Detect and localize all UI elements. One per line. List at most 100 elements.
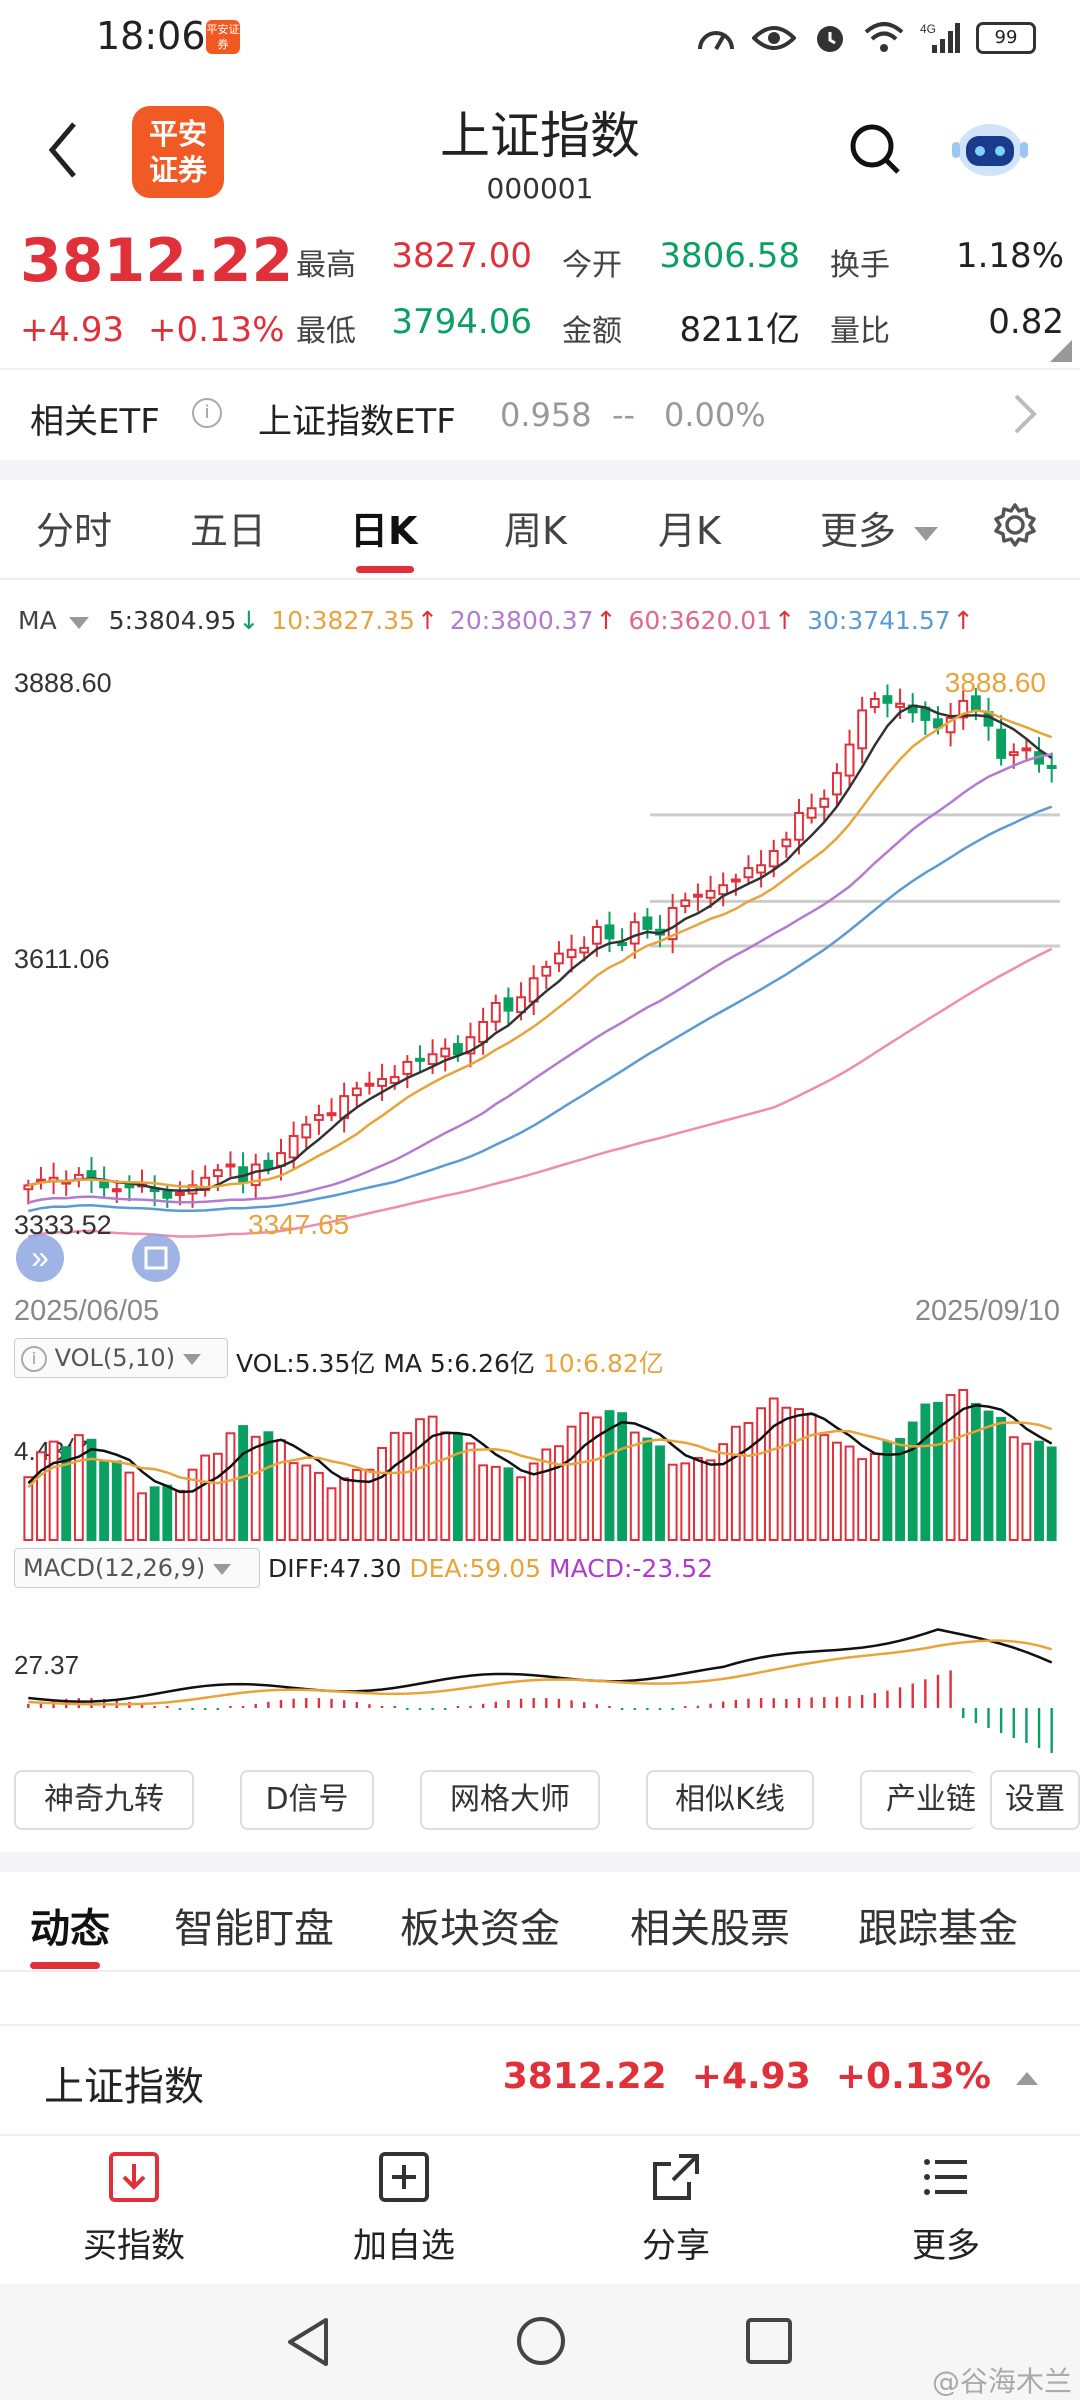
candle-body	[882, 695, 893, 704]
tab-daily-k[interactable]: 日K	[350, 509, 418, 553]
ma-dropdown-icon[interactable]	[68, 617, 89, 629]
volume-bar	[339, 1477, 350, 1542]
macd-bar	[178, 1708, 182, 1710]
tab-related-stocks[interactable]: 相关股票	[630, 1906, 790, 1952]
candle-body	[857, 709, 868, 750]
candle-body	[970, 695, 981, 712]
candle-body	[225, 1163, 236, 1168]
macd-bar	[216, 1708, 220, 1710]
chevron-left-icon	[48, 122, 76, 178]
price-change: +4.93	[20, 310, 125, 350]
volume-bar	[541, 1448, 552, 1541]
volume-bar	[667, 1463, 678, 1541]
macd-bar	[709, 1703, 712, 1708]
nav-recents-icon[interactable]	[744, 2316, 794, 2366]
tab-smart-watch[interactable]: 智能盯盘	[174, 1906, 334, 1952]
fullscreen-icon	[132, 1234, 180, 1282]
stat-label-open: 今开	[562, 248, 622, 283]
tab-tracking-funds[interactable]: 跟踪基金	[858, 1906, 1018, 1952]
back-button[interactable]	[40, 110, 90, 190]
magic-nine-button[interactable]: 神奇九转	[14, 1770, 194, 1830]
volume-bar	[642, 1437, 653, 1542]
macd-bar	[342, 1700, 346, 1708]
ma10-value: 10:3827.35	[271, 606, 415, 635]
macd-indicator-select[interactable]: MACD(12,26,9)	[14, 1548, 260, 1588]
tab-five-day[interactable]: 五日	[190, 509, 267, 553]
volume-bar	[478, 1464, 489, 1541]
tab-weekly-k[interactable]: 周K	[504, 509, 567, 553]
etf-dash: --	[612, 396, 636, 434]
macd-bar	[633, 1708, 636, 1710]
volume-bar	[1034, 1440, 1044, 1542]
macd-bar	[444, 1708, 447, 1710]
macd-bar	[279, 1700, 283, 1708]
macd-bar	[355, 1702, 359, 1708]
daily-k-chart[interactable]: 3888.60 3611.06 3333.52 3888.60 3347.65 » 2025…	[0, 650, 1080, 1770]
macd-bar	[267, 1701, 270, 1708]
d-signal-button[interactable]: D信号	[240, 1770, 374, 1830]
tab-sector-funds[interactable]: 板块资金	[400, 1906, 560, 1952]
tool-settings-button[interactable]: 设置	[990, 1770, 1080, 1830]
candle-body	[313, 1114, 324, 1121]
industry-chain-button[interactable]: 产业链	[860, 1770, 976, 1830]
stat-label-high: 最高	[296, 248, 356, 283]
vol-indicator-select[interactable]: i VOL(5,10)	[14, 1338, 228, 1378]
arrow-up-icon: ↑	[952, 606, 974, 635]
candle-body	[705, 889, 716, 899]
candle-body	[730, 878, 741, 883]
tab-news[interactable]: 动态	[30, 1906, 110, 1952]
date-start: 2025/06/05	[14, 1295, 159, 1327]
buy-index-button[interactable]: 买指数	[54, 2150, 214, 2267]
info-icon[interactable]: i	[192, 398, 222, 428]
macd-bar	[987, 1708, 990, 1728]
y-label-bottom: 3333.52	[14, 1210, 112, 1240]
nav-home-icon[interactable]	[514, 2314, 568, 2368]
tab-monthly-k[interactable]: 月K	[658, 509, 721, 553]
volume-bar	[907, 1421, 918, 1541]
bottom-quote-values: 3812.22 +4.93 +0.13%	[503, 2056, 1038, 2097]
chart-settings-gear-icon[interactable]	[992, 502, 1038, 548]
ma30-line	[28, 805, 1053, 1213]
candle-body	[528, 977, 539, 1003]
nav-back-icon[interactable]	[282, 2314, 332, 2370]
macd-bar	[999, 1708, 1003, 1733]
more-button[interactable]: 更多	[866, 2150, 1026, 2267]
volume-bar	[48, 1440, 59, 1541]
volume-bar	[212, 1452, 223, 1541]
grid-master-button[interactable]: 网格大师	[420, 1770, 600, 1830]
volume-bar	[895, 1437, 905, 1541]
candle-body	[806, 807, 817, 819]
related-etf-row[interactable]: 相关ETF i 上证指数ETF 0.958 -- 0.00%	[0, 370, 1080, 460]
candle-body	[440, 1047, 451, 1058]
tab-more[interactable]: 更多	[820, 500, 939, 555]
candle-body	[326, 1112, 337, 1117]
ai-assistant-button[interactable]	[950, 112, 1030, 182]
macd-bar	[305, 1698, 308, 1708]
add-watchlist-button[interactable]: 加自选	[324, 2150, 484, 2267]
status-time: 18:06	[96, 14, 206, 58]
volume-bar	[452, 1433, 463, 1542]
similar-k-button[interactable]: 相似K线	[646, 1770, 814, 1830]
macd-bar	[1050, 1708, 1053, 1753]
bottom-quote-bar[interactable]	[0, 2024, 1080, 2134]
expand-corner-icon[interactable]	[1050, 340, 1072, 362]
candle-body	[162, 1190, 173, 1199]
ma20-line	[28, 753, 1052, 1204]
volume-bar	[1046, 1446, 1057, 1541]
stat-label-low: 最低	[296, 314, 356, 349]
macd-bar	[646, 1708, 649, 1710]
macd-bar	[924, 1679, 927, 1708]
macd-bar	[734, 1699, 738, 1708]
fullscreen-glyph	[144, 1246, 168, 1270]
volume-bar	[566, 1425, 577, 1542]
share-button[interactable]: 分享	[596, 2150, 756, 2267]
search-button[interactable]	[846, 120, 906, 180]
volume-bar	[1021, 1442, 1032, 1541]
macd-bar	[241, 1705, 245, 1708]
macd-bar	[90, 1698, 93, 1708]
tab-intraday[interactable]: 分时	[36, 509, 113, 553]
ma-legend[interactable]: MA 5:3804.95↓ 10:3827.35↑ 20:3800.37↑ 60:362…	[18, 606, 986, 635]
volume-bar	[743, 1422, 754, 1541]
date-end: 2025/09/10	[915, 1295, 1060, 1327]
share-icon	[653, 2154, 699, 2200]
